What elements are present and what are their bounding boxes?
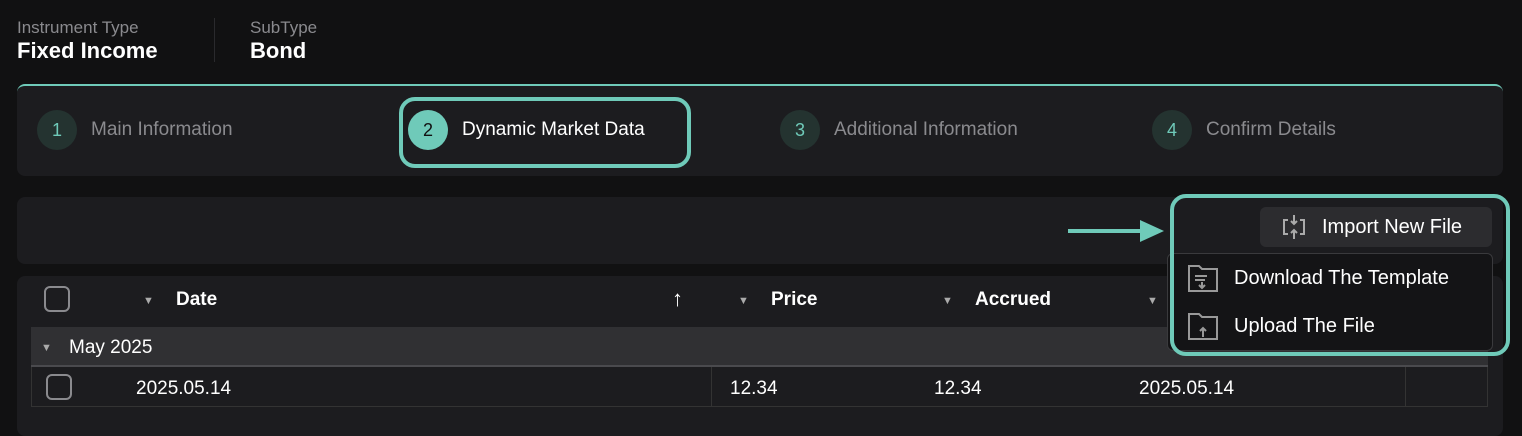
- divider: [214, 18, 215, 62]
- column-menu-icon[interactable]: ▼: [738, 295, 749, 307]
- step-label: Confirm Details: [1206, 119, 1336, 140]
- group-label: May 2025: [69, 337, 153, 358]
- menu-item-upload-file[interactable]: Upload The File: [1168, 302, 1492, 350]
- import-new-file-button[interactable]: Import New File: [1260, 207, 1492, 247]
- menu-item-label: Upload The File: [1234, 314, 1375, 337]
- import-dropdown-menu: Download The Template Upload The File: [1167, 253, 1493, 351]
- cell-date: 2025.05.14: [136, 378, 232, 399]
- menu-item-label: Download The Template: [1234, 266, 1449, 289]
- import-label: Import New File: [1322, 215, 1463, 238]
- subtype-value: Bond: [250, 38, 307, 63]
- instrument-type-label: Instrument Type: [17, 18, 139, 37]
- step-confirm-details[interactable]: 4 Confirm Details: [1152, 110, 1336, 150]
- folder-download-icon: [1188, 265, 1218, 292]
- step-label: Additional Information: [834, 119, 1018, 140]
- toolbar: [17, 197, 1503, 264]
- column-menu-icon[interactable]: ▼: [1147, 295, 1158, 307]
- cell-accrued: 12.34: [934, 378, 982, 399]
- sort-ascending-icon[interactable]: ↑: [672, 286, 683, 311]
- step-number: 4: [1152, 110, 1192, 150]
- arrow-annotation-icon: [1068, 220, 1164, 242]
- step-number: 1: [37, 110, 77, 150]
- table-row[interactable]: [31, 367, 1488, 407]
- subtype-label: SubType: [250, 18, 318, 37]
- step-additional-information[interactable]: 3 Additional Information: [780, 110, 1018, 150]
- step-number: 3: [780, 110, 820, 150]
- import-icon: [1283, 215, 1305, 239]
- highlight-box: [399, 97, 691, 168]
- divider: [711, 367, 712, 407]
- instrument-type-value: Fixed Income: [17, 38, 158, 63]
- step-main-information[interactable]: 1 Main Information: [37, 110, 233, 150]
- step-number: 2: [408, 110, 448, 150]
- column-header-accrued[interactable]: Accrued: [975, 289, 1052, 310]
- column-header-date[interactable]: Date: [176, 289, 218, 310]
- row-checkbox[interactable]: [46, 374, 72, 400]
- select-all-checkbox[interactable]: [44, 286, 70, 312]
- step-dynamic-market-data[interactable]: 2 Dynamic Market Data: [408, 110, 645, 150]
- collapse-icon[interactable]: ▼: [41, 342, 52, 354]
- divider: [1405, 367, 1406, 407]
- column-menu-icon[interactable]: ▼: [143, 295, 154, 307]
- cell-price: 12.34: [730, 378, 778, 399]
- menu-item-download-template[interactable]: Download The Template: [1168, 254, 1492, 302]
- stepper: [17, 84, 1503, 176]
- cell-col4: 2025.05.14: [1139, 378, 1235, 399]
- column-header-price[interactable]: Price: [771, 289, 818, 310]
- step-label: Dynamic Market Data: [462, 119, 645, 140]
- highlight-box: [1170, 194, 1510, 356]
- column-menu-icon[interactable]: ▼: [942, 295, 953, 307]
- step-label: Main Information: [91, 119, 233, 140]
- folder-upload-icon: [1188, 313, 1218, 340]
